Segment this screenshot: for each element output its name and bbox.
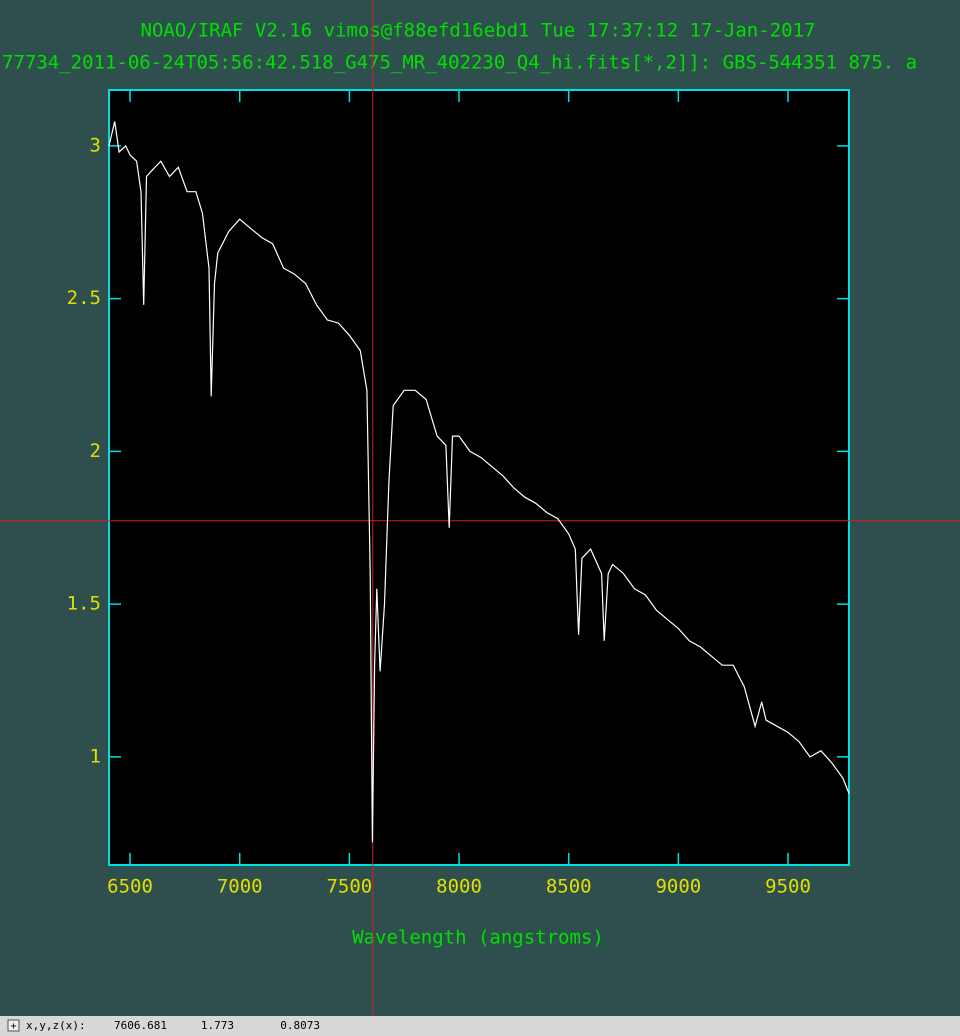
x-tick-label: 8000 [436, 876, 482, 898]
y-tick-label: 1 [90, 745, 101, 767]
status-bar [0, 1016, 960, 1036]
x-tick-label: 7000 [217, 876, 263, 898]
spectrum-line [108, 121, 850, 843]
status-y: 1.773 [201, 1019, 234, 1032]
x-tick-label: 9500 [765, 876, 811, 898]
status-z: 0.8073 [280, 1019, 320, 1032]
chart-title: NOAO/IRAF V2.16 vimos@f88efd16ebd1 Tue 1… [141, 20, 816, 42]
y-tick-label: 2 [90, 440, 101, 462]
y-tick-label: 1.5 [67, 593, 101, 615]
status-button[interactable] [7, 1019, 20, 1032]
status-button-icon: + [10, 1021, 16, 1032]
status-label: x,y,z(x): [26, 1019, 86, 1032]
y-tick-label: 2.5 [67, 287, 101, 309]
x-tick-label: 6500 [107, 876, 153, 898]
chart-subtitle: 77734_2011-06-24T05:56:42.518_G475_MR_40… [2, 52, 917, 74]
x-axis-label: Wavelength (angstroms) [352, 927, 604, 949]
status-x: 7606.681 [114, 1019, 167, 1032]
x-tick-label: 8500 [546, 876, 592, 898]
x-tick-label: 7500 [326, 876, 372, 898]
plot-area [108, 89, 850, 866]
x-tick-label: 9000 [655, 876, 701, 898]
y-tick-label: 3 [90, 134, 101, 156]
